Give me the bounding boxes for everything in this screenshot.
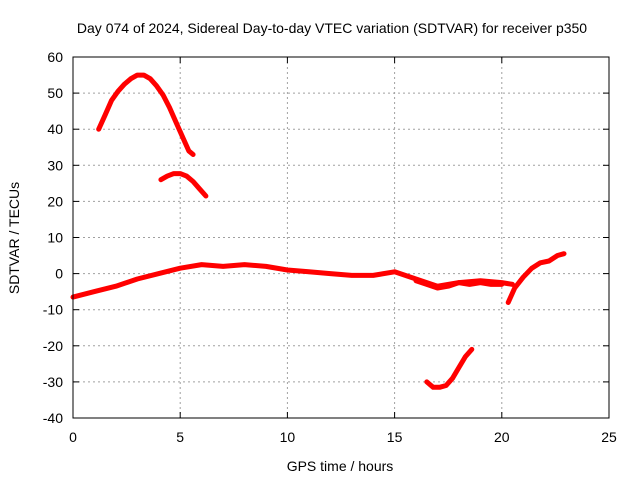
x-tick-label: 10 — [280, 429, 296, 445]
x-tick-label: 15 — [387, 429, 403, 445]
y-tick-label: 10 — [47, 230, 63, 246]
y-tick-label: 30 — [47, 157, 63, 173]
y-tick-label: -30 — [43, 374, 63, 390]
x-tick-label: 0 — [69, 429, 77, 445]
series-layer — [70, 72, 567, 390]
x-axis-label: GPS time / hours — [287, 458, 394, 474]
ticks — [72, 56, 610, 419]
x-tick-label: 25 — [601, 429, 617, 445]
chart-title: Day 074 of 2024, Sidereal Day-to-day VTE… — [77, 20, 587, 36]
y-tick-label: -10 — [43, 302, 63, 318]
series-arc-2 — [158, 171, 209, 199]
grid-lines — [73, 57, 609, 418]
y-tick-label: -40 — [43, 410, 63, 426]
series-arc-1 — [96, 72, 196, 157]
y-tick-label: 0 — [55, 266, 63, 282]
series-arc-6 — [413, 278, 505, 291]
x-tick-label: 20 — [494, 429, 510, 445]
series-arc-4 — [505, 251, 567, 305]
y-axis-label: SDTVAR / TECUs — [6, 182, 22, 294]
y-tick-label: 40 — [47, 121, 63, 137]
y-tick-label: 50 — [47, 85, 63, 101]
y-tick-label: -20 — [43, 338, 63, 354]
y-tick-label: 20 — [47, 193, 63, 209]
x-tick-label: 5 — [176, 429, 184, 445]
series-arc-5 — [424, 346, 475, 390]
tick-labels: 0 5 10 15 20 25 -40 -30 -20 -10 0 10 20 30 40 50 60 — [43, 49, 617, 445]
y-tick-label: 60 — [47, 49, 63, 65]
